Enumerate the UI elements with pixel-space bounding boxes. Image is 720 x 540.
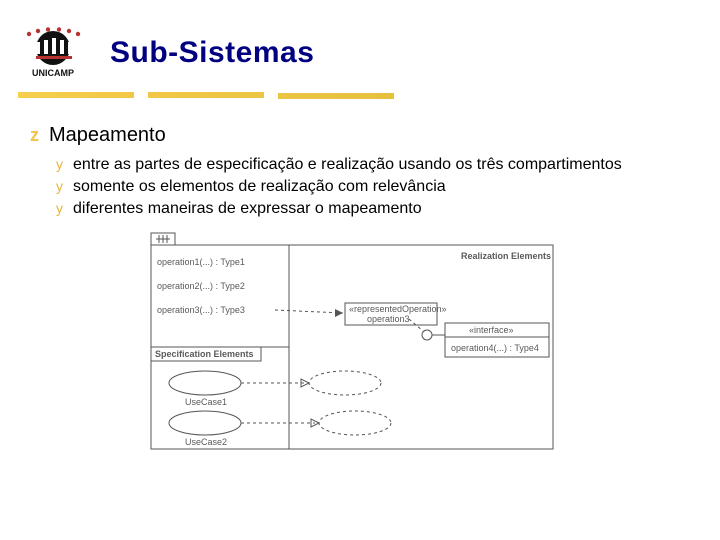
bullet2-marker: y xyxy=(56,200,63,216)
slide-title: Sub-Sistemas xyxy=(110,36,314,70)
bullet1-marker: z xyxy=(30,125,39,146)
bullet-level2: y somente os elementos de realização com… xyxy=(56,177,690,197)
represented-sub: operation3 xyxy=(367,314,410,324)
op2-text: operation2(...) : Type2 xyxy=(157,281,245,291)
bullet2-marker: y xyxy=(56,178,63,194)
bullet2-text: entre as partes de especificação e reali… xyxy=(73,155,622,175)
usecase1-text: UseCase1 xyxy=(185,397,227,407)
bullet2-marker: y xyxy=(56,156,63,172)
bullet-level2: y diferentes maneiras de expressar o map… xyxy=(56,199,690,219)
interface-label: «interface» xyxy=(469,325,514,335)
bullet-level2: y entre as partes de especificação e rea… xyxy=(56,155,690,175)
realization-title: Realization Elements xyxy=(461,251,551,261)
bullet-level1: z Mapeamento xyxy=(30,124,690,147)
op1-text: operation1(...) : Type1 xyxy=(157,257,245,267)
bullet2-text: diferentes maneiras de expressar o mapea… xyxy=(73,199,422,219)
usecase2-text: UseCase2 xyxy=(185,437,227,447)
logo-label: UNICAMP xyxy=(32,68,74,78)
represented-label: «representedOperation» xyxy=(349,304,447,314)
interface-op: operation4(...) : Type4 xyxy=(451,343,539,353)
uml-diagram: operation1(...) : Type1 operation2(...) … xyxy=(145,229,575,459)
spec-title: Specification Elements xyxy=(155,349,254,359)
op3-text: operation3(...) : Type3 xyxy=(157,305,245,315)
bullet2-text: somente os elementos de realização com r… xyxy=(73,177,446,197)
unicamp-logo: UNICAMP xyxy=(18,26,96,80)
title-underline xyxy=(18,90,698,100)
bullet1-text: Mapeamento xyxy=(49,124,166,147)
